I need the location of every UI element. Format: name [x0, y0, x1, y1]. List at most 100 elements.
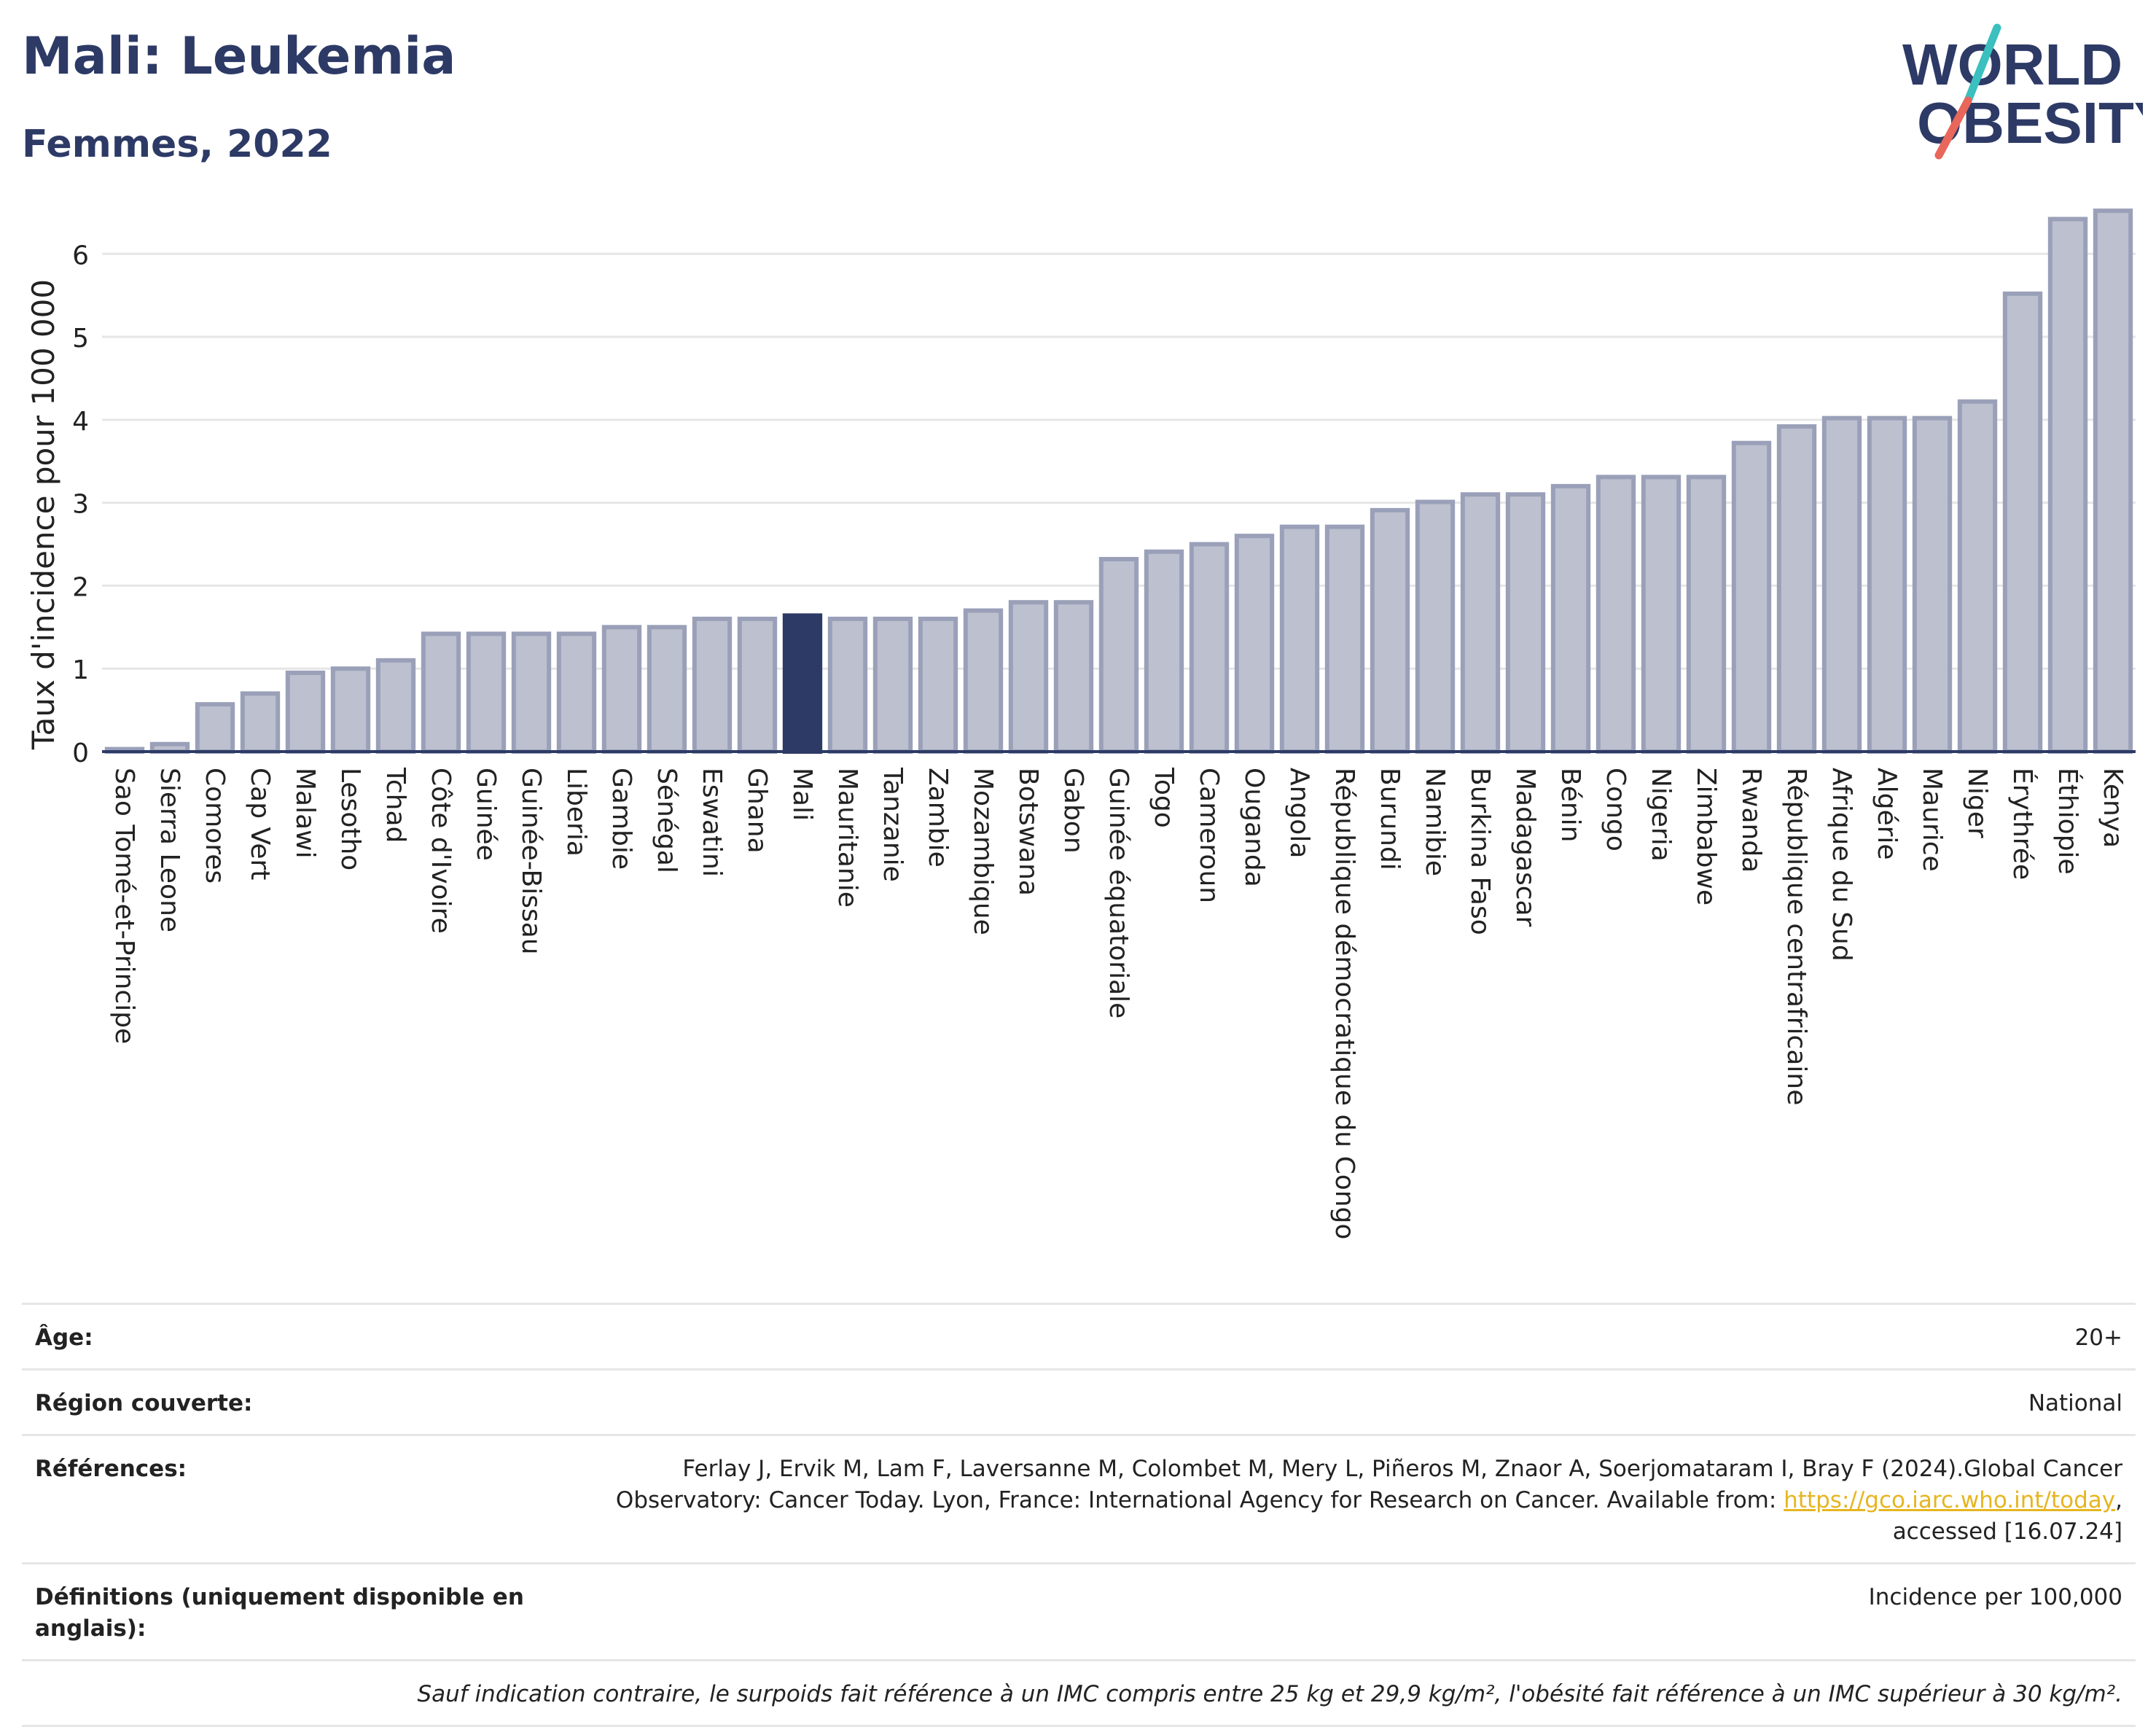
references-value: Ferlay J, Ervik M, Lam F, Laversanne M, … — [544, 1434, 2136, 1564]
definitions-label: Définitions (uniquement disponible en an… — [22, 1562, 544, 1661]
references-text-3: , — [2115, 1487, 2122, 1513]
bar — [918, 616, 958, 754]
bar — [1957, 399, 1998, 754]
definitions-row: Définitions (uniquement disponible en an… — [22, 1562, 2136, 1661]
x-tick-label: Mozambique — [968, 768, 998, 935]
x-tick-label: Madagascar — [1510, 768, 1540, 927]
chart-subtitle: Femmes, 2022 — [22, 122, 332, 166]
bar — [1550, 483, 1591, 754]
x-tick-label: Angola — [1284, 768, 1314, 858]
x-tick-label: Liberia — [561, 768, 591, 857]
x-tick-label: Cameroun — [1194, 768, 1224, 903]
x-tick-label: Gambie — [606, 768, 636, 870]
y-tick-label: 0 — [72, 738, 89, 768]
note-row: Sauf indication contraire, le surpoids f… — [22, 1659, 2136, 1727]
x-tick-label: Tchad — [380, 767, 410, 843]
bar — [466, 631, 507, 754]
logo-slash-teal — [1964, 23, 2001, 105]
x-tick-label: République centrafricaine — [1781, 768, 1811, 1105]
metadata-table: Âge: 20+ Région couverte: National Référ… — [22, 1303, 2136, 1727]
bar — [692, 616, 733, 754]
bar — [827, 616, 868, 754]
bars — [104, 208, 2133, 755]
bar — [647, 625, 687, 754]
x-tick-label: Éthiopie — [2053, 768, 2083, 875]
age-row: Âge: 20+ — [22, 1303, 2136, 1370]
x-tick-label: Guinée-Bissau — [516, 768, 546, 955]
bar — [375, 658, 416, 754]
bar — [195, 702, 235, 755]
references-link[interactable]: https://gco.iarc.who.int/today — [1784, 1487, 2116, 1513]
x-tick-label: Sénégal — [652, 768, 681, 873]
x-tick-label: Congo — [1601, 768, 1630, 851]
x-tick-label: Guinée équatoriale — [1104, 768, 1133, 1018]
y-tick-label: 4 — [72, 407, 89, 437]
x-tick-label: Mauritanie — [832, 768, 862, 908]
x-tick-label: Nigeria — [1646, 768, 1676, 862]
bar — [1189, 542, 1230, 754]
bar — [1641, 475, 1682, 754]
x-tick-label: Gabon — [1058, 768, 1088, 854]
bar — [1731, 440, 1772, 755]
world-obesity-logo: WORLD OBESITY — [1902, 23, 2143, 160]
references-label: Références: — [22, 1434, 544, 1564]
bar — [1324, 524, 1365, 754]
x-tick-label: Malawi — [290, 768, 320, 859]
bar — [2093, 208, 2133, 754]
bar — [1053, 600, 1094, 754]
bar — [2002, 291, 2043, 754]
bar — [1867, 416, 1907, 755]
x-tick-label: Côte d'Ivoire — [426, 768, 456, 934]
bar — [963, 608, 1004, 754]
x-tick-label: Lesotho — [335, 768, 365, 870]
x-tick-label: Afrique du Sud — [1827, 768, 1856, 962]
bar — [1821, 416, 1862, 755]
x-tick-label: Botswana — [1013, 768, 1043, 896]
bar — [421, 631, 461, 754]
footnote: Sauf indication contraire, le surpoids f… — [22, 1659, 2136, 1727]
bar — [1279, 524, 1320, 754]
y-tick-labels: 0 1 2 3 4 5 6 — [72, 241, 89, 768]
bar — [1912, 416, 1953, 755]
bar — [601, 625, 642, 754]
age-label: Âge: — [22, 1303, 544, 1370]
y-tick-label: 5 — [72, 324, 89, 354]
region-row: Région couverte: National — [22, 1368, 2136, 1435]
bar — [1234, 534, 1275, 754]
x-tick-label: Zambie — [923, 768, 953, 868]
bar — [782, 613, 823, 754]
x-tick-label: Eswatini — [697, 768, 727, 877]
x-tick-label: Sao Tomé-et-Principe — [109, 768, 139, 1044]
x-tick-label: Kenya — [2098, 768, 2128, 848]
bar — [1595, 475, 1636, 754]
x-tick-label: Algérie — [1872, 768, 1902, 860]
references-text-4: accessed [16.07.24] — [1892, 1518, 2122, 1545]
y-axis-label: Taux d'incidence pour 100 000 — [26, 279, 61, 750]
bar — [1008, 600, 1049, 754]
region-value: National — [544, 1368, 2136, 1435]
bar — [2047, 217, 2088, 754]
bar — [872, 616, 913, 754]
bar — [1415, 499, 1456, 754]
age-value: 20+ — [544, 1303, 2136, 1370]
bar — [330, 666, 371, 754]
x-tick-label: Zimbabwe — [1691, 768, 1721, 905]
x-tick-label: République démocratique du Congo — [1329, 768, 1359, 1239]
definitions-value: Incidence per 100,000 — [544, 1562, 2136, 1661]
x-tick-label: Namibie — [1420, 768, 1450, 876]
x-tick-label: Tanzanie — [878, 767, 907, 882]
bar — [1776, 424, 1817, 755]
x-tick-label: Maurice — [1917, 768, 1947, 872]
references-text-2: Observatory: Cancer Today. Lyon, France:… — [615, 1487, 1784, 1513]
x-tick-label: Burundi — [1375, 768, 1405, 870]
chart-title: Mali: Leukemia — [22, 26, 456, 86]
bar — [1505, 492, 1546, 754]
bar — [1370, 507, 1410, 754]
y-tick-label: 6 — [72, 241, 89, 270]
x-tick-label: Cap Vert — [245, 768, 275, 880]
x-tick-label: Ouganda — [1239, 768, 1269, 887]
references-row: Références: Ferlay J, Ervik M, Lam F, La… — [22, 1434, 2136, 1564]
x-tick-labels: Sao Tomé-et-Principe Sierra Leone Comores C… — [109, 767, 2128, 1239]
logo-slash-red — [1934, 96, 1972, 160]
y-tick-label: 2 — [72, 572, 89, 602]
